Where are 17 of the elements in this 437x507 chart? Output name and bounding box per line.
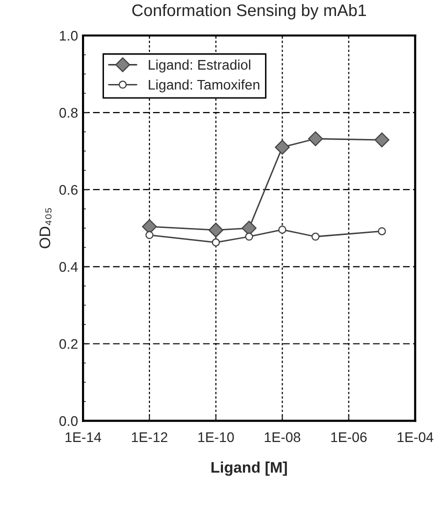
x-tick-label: 1E-10 <box>198 432 234 442</box>
y-tick-label: 0.8 <box>59 108 78 118</box>
x-tick-label: 1E-06 <box>331 432 367 442</box>
y-tick-label: 0.0 <box>59 416 78 426</box>
x-tick-label: 1E-12 <box>132 432 168 442</box>
legend-label: Ligand: Estradiol <box>148 60 250 72</box>
y-axis-title: OD₄₀₅ <box>39 208 52 248</box>
y-tick-label: 0.2 <box>59 339 78 349</box>
y-tick-label: 1.0 <box>60 30 78 41</box>
y-tick-label: 0.6 <box>59 184 78 195</box>
legend-label: Ligand: Tamoxifen <box>148 79 260 92</box>
x-tick-label: 1E-08 <box>264 432 300 442</box>
x-axis-title: Ligand [M] <box>212 462 287 476</box>
x-tick-label: 1E-04 <box>398 432 434 442</box>
chart-title: Conformation Sensing by mAb1 <box>132 4 366 20</box>
x-tick-label: 1E-14 <box>66 432 102 442</box>
y-tick-label: 0.4 <box>59 262 78 272</box>
